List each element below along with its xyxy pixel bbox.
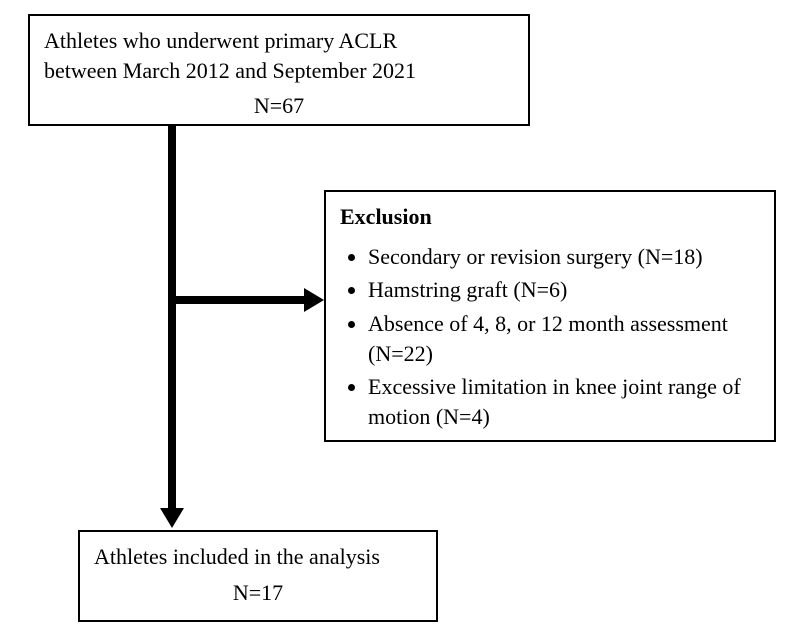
exclusion-item-n: (N=22) [368, 341, 433, 366]
exclusion-item: Hamstring graft (N=6) [368, 275, 760, 305]
main-arrowhead [160, 508, 184, 528]
exclusion-item-text: Secondary or revision surgery [368, 244, 632, 269]
start-box: Athletes who underwent primary ACLR betw… [28, 14, 530, 126]
exclusion-list: Secondary or revision surgery (N=18) Ham… [368, 242, 760, 432]
start-count: N=67 [44, 91, 514, 121]
exclusion-item-text: Absence of 4, 8, or 12 month assessment [368, 311, 728, 336]
exclusion-item-text: Excessive limitation in knee joint range… [368, 374, 741, 429]
exclusion-box: Exclusion Secondary or revision surgery … [324, 190, 776, 442]
end-box: Athletes included in the analysis N=17 [78, 530, 438, 622]
exclusion-item-n: (N=18) [638, 244, 703, 269]
end-line1: Athletes included in the analysis [94, 542, 422, 572]
start-line1: Athletes who underwent primary ACLR [44, 26, 514, 56]
exclusion-item: Secondary or revision surgery (N=18) [368, 242, 760, 272]
exclusion-title: Exclusion [340, 202, 760, 232]
branch-hline [168, 296, 306, 304]
exclusion-item: Excessive limitation in knee joint range… [368, 372, 760, 431]
end-count: N=17 [94, 578, 422, 608]
exclusion-item: Absence of 4, 8, or 12 month assessment … [368, 309, 760, 368]
branch-arrowhead [304, 288, 324, 312]
exclusion-item-text: Hamstring graft [368, 277, 508, 302]
main-vline [168, 126, 176, 510]
start-line2: between March 2012 and September 2021 [44, 56, 514, 86]
exclusion-item-n: (N=4) [436, 404, 490, 429]
flowchart-canvas: Athletes who underwent primary ACLR betw… [0, 0, 794, 639]
exclusion-item-n: (N=6) [513, 277, 567, 302]
